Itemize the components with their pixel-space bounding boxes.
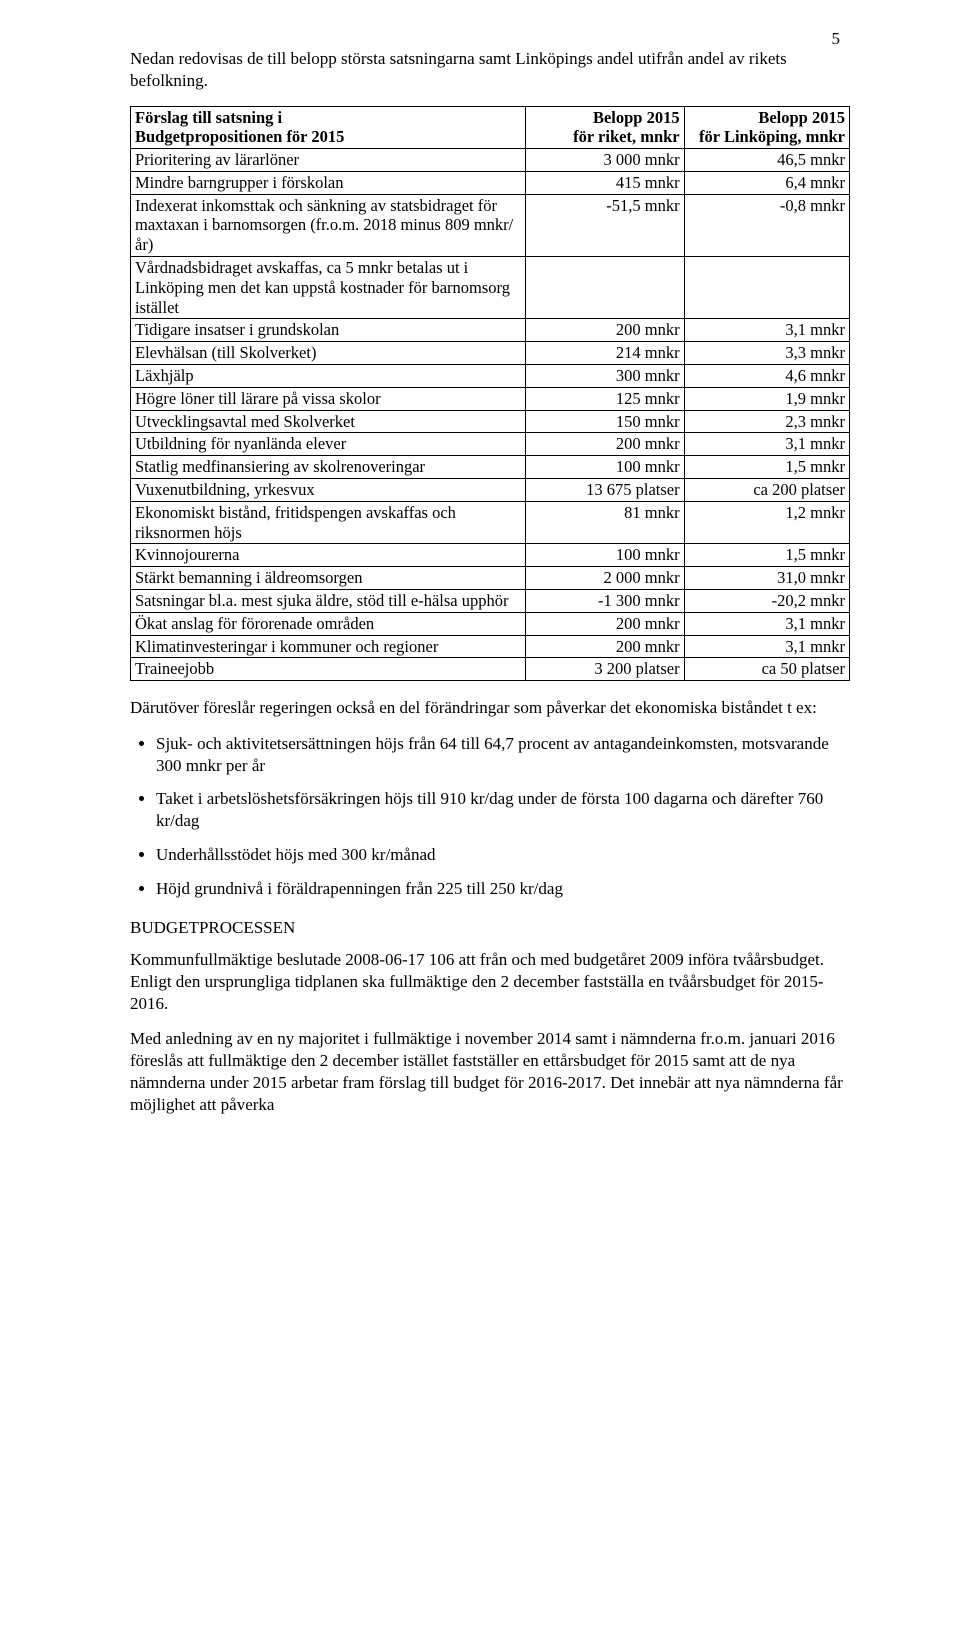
budget-table: Förslag till satsning i Budgetpropositio… <box>130 106 850 682</box>
cell-value-riket: 200 mnkr <box>526 319 684 342</box>
page-number: 5 <box>832 28 841 50</box>
bullet-list: Sjuk- och aktivitetsersättningen höjs fr… <box>130 733 850 900</box>
table-row: Satsningar bl.a. mest sjuka äldre, stöd … <box>131 590 850 613</box>
header-riket-line1: Belopp 2015 <box>593 108 680 127</box>
table-row: Kvinnojourerna100 mnkr1,5 mnkr <box>131 544 850 567</box>
cell-value-linkoping: 6,4 mnkr <box>684 171 849 194</box>
header-linkoping-line1: Belopp 2015 <box>758 108 845 127</box>
table-row: Utbildning för nyanlända elever200 mnkr3… <box>131 433 850 456</box>
table-row: Utvecklingsavtal med Skolverket150 mnkr2… <box>131 410 850 433</box>
cell-label: Tidigare insatser i grundskolan <box>131 319 526 342</box>
after-table-paragraph: Därutöver föreslår regeringen också en d… <box>130 697 850 719</box>
intro-paragraph: Nedan redovisas de till belopp största s… <box>130 48 850 92</box>
table-row: Traineejobb3 200 platserca 50 platser <box>131 658 850 681</box>
cell-label: Läxhjälp <box>131 365 526 388</box>
cell-label: Klimatinvesteringar i kommuner och regio… <box>131 635 526 658</box>
cell-label: Statlig medfinansiering av skolrenoverin… <box>131 456 526 479</box>
section-heading-budgetprocessen: BUDGETPROCESSEN <box>130 917 850 939</box>
cell-label: Stärkt bemanning i äldreomsorgen <box>131 567 526 590</box>
document-page: 5 Nedan redovisas de till belopp största… <box>0 0 960 1189</box>
cell-value-riket: 100 mnkr <box>526 456 684 479</box>
cell-value-riket <box>526 257 684 319</box>
table-row: Indexerat inkomsttak och sänkning av sta… <box>131 194 850 256</box>
header-amount-linkoping: Belopp 2015 för Linköping, mnkr <box>684 106 849 149</box>
cell-value-linkoping: 3,1 mnkr <box>684 433 849 456</box>
header-proposal: Förslag till satsning i Budgetpropositio… <box>131 106 526 149</box>
cell-value-linkoping: 31,0 mnkr <box>684 567 849 590</box>
cell-value-linkoping: 1,9 mnkr <box>684 387 849 410</box>
header-amount-riket: Belopp 2015 för riket, mnkr <box>526 106 684 149</box>
cell-value-linkoping <box>684 257 849 319</box>
header-proposal-line1: Förslag till satsning i <box>135 108 282 127</box>
cell-value-linkoping: 3,1 mnkr <box>684 319 849 342</box>
cell-value-linkoping: 1,5 mnkr <box>684 456 849 479</box>
table-row: Ekonomiskt bistånd, fritidspengen avskaf… <box>131 501 850 544</box>
cell-label: Kvinnojourerna <box>131 544 526 567</box>
cell-value-linkoping: ca 200 platser <box>684 479 849 502</box>
cell-value-riket: -51,5 mnkr <box>526 194 684 256</box>
table-row: Vårdnadsbidraget avskaffas, ca 5 mnkr be… <box>131 257 850 319</box>
cell-label: Ökat anslag för förorenade områden <box>131 612 526 635</box>
cell-value-linkoping: 3,1 mnkr <box>684 635 849 658</box>
cell-value-riket: 200 mnkr <box>526 612 684 635</box>
cell-label: Prioritering av lärarlöner <box>131 149 526 172</box>
cell-label: Indexerat inkomsttak och sänkning av sta… <box>131 194 526 256</box>
header-proposal-line2: Budgetpropositionen för 2015 <box>135 127 344 146</box>
cell-value-linkoping: ca 50 platser <box>684 658 849 681</box>
header-riket-line2: för riket, mnkr <box>573 127 679 146</box>
table-row: Ökat anslag för förorenade områden200 mn… <box>131 612 850 635</box>
cell-value-linkoping: 46,5 mnkr <box>684 149 849 172</box>
cell-label: Elevhälsan (till Skolverket) <box>131 342 526 365</box>
cell-value-riket: 415 mnkr <box>526 171 684 194</box>
cell-value-linkoping: -0,8 mnkr <box>684 194 849 256</box>
cell-value-riket: 81 mnkr <box>526 501 684 544</box>
table-row: Klimatinvesteringar i kommuner och regio… <box>131 635 850 658</box>
cell-label: Mindre barngrupper i förskolan <box>131 171 526 194</box>
cell-value-riket: 200 mnkr <box>526 635 684 658</box>
cell-value-linkoping: 1,2 mnkr <box>684 501 849 544</box>
cell-value-linkoping: 1,5 mnkr <box>684 544 849 567</box>
cell-value-linkoping: 3,3 mnkr <box>684 342 849 365</box>
cell-value-linkoping: 4,6 mnkr <box>684 365 849 388</box>
cell-value-riket: 3 200 platser <box>526 658 684 681</box>
cell-value-riket: 214 mnkr <box>526 342 684 365</box>
paragraph-1: Kommunfullmäktige beslutade 2008-06-17 1… <box>130 949 850 1014</box>
cell-value-riket: 3 000 mnkr <box>526 149 684 172</box>
cell-label: Traineejobb <box>131 658 526 681</box>
cell-label: Utbildning för nyanlända elever <box>131 433 526 456</box>
table-header-row: Förslag till satsning i Budgetpropositio… <box>131 106 850 149</box>
list-item: Taket i arbetslöshetsförsäkringen höjs t… <box>156 788 850 832</box>
table-row: Läxhjälp300 mnkr4,6 mnkr <box>131 365 850 388</box>
cell-label: Utvecklingsavtal med Skolverket <box>131 410 526 433</box>
cell-value-riket: 300 mnkr <box>526 365 684 388</box>
cell-label: Högre löner till lärare på vissa skolor <box>131 387 526 410</box>
list-item: Underhållsstödet höjs med 300 kr/månad <box>156 844 850 866</box>
cell-value-riket: 2 000 mnkr <box>526 567 684 590</box>
cell-label: Satsningar bl.a. mest sjuka äldre, stöd … <box>131 590 526 613</box>
cell-value-linkoping: 3,1 mnkr <box>684 612 849 635</box>
cell-value-riket: 125 mnkr <box>526 387 684 410</box>
table-row: Mindre barngrupper i förskolan415 mnkr6,… <box>131 171 850 194</box>
header-linkoping-line2: för Linköping, mnkr <box>699 127 845 146</box>
cell-value-riket: 200 mnkr <box>526 433 684 456</box>
list-item: Sjuk- och aktivitetsersättningen höjs fr… <box>156 733 850 777</box>
table-row: Tidigare insatser i grundskolan200 mnkr3… <box>131 319 850 342</box>
table-row: Elevhälsan (till Skolverket)214 mnkr3,3 … <box>131 342 850 365</box>
cell-label: Vuxenutbildning, yrkesvux <box>131 479 526 502</box>
cell-value-linkoping: 2,3 mnkr <box>684 410 849 433</box>
table-row: Prioritering av lärarlöner3 000 mnkr46,5… <box>131 149 850 172</box>
cell-value-riket: 100 mnkr <box>526 544 684 567</box>
table-row: Vuxenutbildning, yrkesvux13 675 platserc… <box>131 479 850 502</box>
cell-value-riket: -1 300 mnkr <box>526 590 684 613</box>
table-row: Stärkt bemanning i äldreomsorgen2 000 mn… <box>131 567 850 590</box>
cell-label: Ekonomiskt bistånd, fritidspengen avskaf… <box>131 501 526 544</box>
cell-value-linkoping: -20,2 mnkr <box>684 590 849 613</box>
table-row: Högre löner till lärare på vissa skolor1… <box>131 387 850 410</box>
table-row: Statlig medfinansiering av skolrenoverin… <box>131 456 850 479</box>
cell-value-riket: 13 675 platser <box>526 479 684 502</box>
cell-value-riket: 150 mnkr <box>526 410 684 433</box>
list-item: Höjd grundnivå i föräldrapenningen från … <box>156 878 850 900</box>
cell-label: Vårdnadsbidraget avskaffas, ca 5 mnkr be… <box>131 257 526 319</box>
paragraph-2: Med anledning av en ny majoritet i fullm… <box>130 1028 850 1115</box>
